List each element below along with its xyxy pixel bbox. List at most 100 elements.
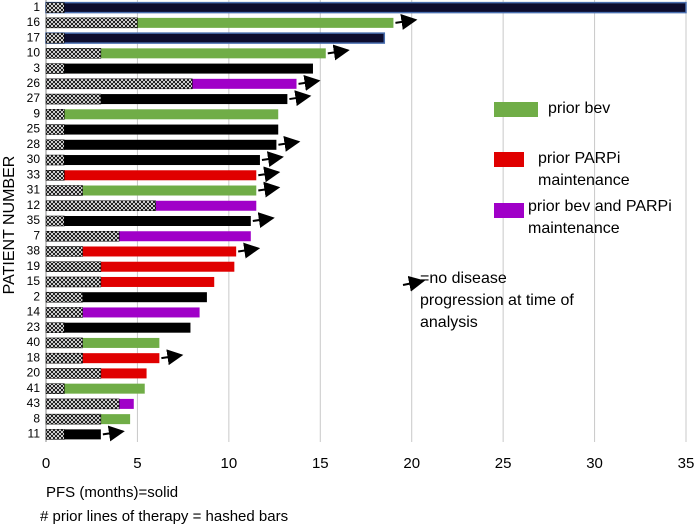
prior-lines-bar (45, 124, 65, 135)
y-tick-label: 9 (33, 106, 40, 120)
y-tick-label: 15 (27, 274, 41, 288)
y-tick-label: 33 (27, 167, 41, 181)
x-tick-label: 35 (678, 455, 695, 472)
pfs-bar (46, 383, 145, 394)
prior-lines-bar (45, 200, 156, 212)
y-tick-label: 2 (33, 289, 40, 303)
y-tick-label: 23 (27, 320, 41, 334)
x-tick-label: 10 (221, 455, 238, 472)
y-tick-label: 20 (27, 366, 41, 380)
ongoing-arrow (258, 181, 281, 198)
ongoing-arrow (252, 212, 275, 228)
ongoing-arrow (238, 242, 261, 259)
pfs-bar (46, 292, 207, 303)
pfs-bar (46, 353, 160, 364)
x-tick-label: 30 (586, 455, 603, 472)
pfs-bar (46, 337, 160, 348)
pfs-bar (46, 246, 237, 257)
y-tick-label: 26 (27, 76, 41, 90)
legend-label: prior bev (548, 100, 611, 117)
ongoing-arrow (258, 166, 281, 183)
prior-lines-bar (45, 352, 83, 364)
prior-lines-bar (45, 2, 65, 13)
pfs-bar (46, 139, 277, 150)
prior-lines-bar (45, 413, 102, 425)
y-tick-label: 14 (27, 305, 41, 319)
y-tick-label: 27 (27, 91, 41, 105)
y-tick-label: 7 (33, 228, 40, 242)
ongoing-arrow (261, 151, 284, 168)
y-tick-label: 41 (27, 381, 41, 395)
pfs-bar (46, 322, 191, 333)
y-tick-label: 3 (33, 61, 40, 75)
note: # prior lines of therapy = hashed bars (40, 508, 288, 525)
prior-lines-bar (45, 170, 65, 181)
pfs-bar (45, 1, 687, 14)
y-tick-label: 12 (27, 198, 41, 212)
prior-lines-bar (45, 291, 83, 303)
prior-lines-bar (45, 17, 138, 29)
y-axis-label: PATIENT NUMBER (1, 156, 18, 295)
x-tick-label: 0 (42, 455, 50, 472)
x-tick-label: 20 (403, 455, 420, 472)
prior-lines-bar (45, 307, 83, 318)
prior-lines-bar (45, 383, 65, 394)
ongoing-arrow (327, 44, 350, 61)
pfs-bar (46, 94, 288, 105)
y-tick-label: 28 (27, 137, 41, 151)
prior-lines-bar (45, 109, 65, 120)
prior-lines-bar (45, 230, 120, 242)
prior-lines-bar (45, 398, 120, 410)
pfs-bar (46, 17, 394, 28)
prior-lines-bar (45, 429, 65, 440)
prior-lines-bar (45, 63, 65, 74)
legend-swatch (494, 203, 524, 218)
y-tick-label: 8 (33, 411, 40, 425)
x-tick-label: 25 (495, 455, 512, 472)
pfs-bar (45, 32, 386, 44)
y-tick-label: 38 (27, 244, 41, 258)
ongoing-arrow (289, 90, 312, 107)
y-tick-label: 11 (28, 427, 41, 441)
x-tick-label: 5 (133, 455, 141, 472)
legend-label: prior bev and PARPi maintenance (528, 198, 672, 237)
y-tick-label: 18 (27, 350, 41, 364)
ongoing-arrow (161, 349, 184, 366)
pfs-bar (46, 124, 279, 135)
ongoing-arrow (298, 74, 321, 91)
prior-lines-bar (45, 78, 193, 90)
y-tick-label: 43 (27, 396, 41, 410)
ongoing-arrow (102, 425, 125, 442)
pfs-bar (46, 429, 101, 440)
pfs-bar (46, 261, 235, 272)
y-tick-label: 31 (27, 183, 41, 197)
prior-lines-bar (45, 32, 65, 44)
y-tick-label: 16 (27, 15, 41, 29)
prior-lines-bar (45, 322, 65, 333)
ongoing-arrow (278, 135, 301, 152)
prior-lines-bar (45, 337, 83, 349)
pfs-bar (46, 63, 313, 74)
pfs-bar (46, 307, 200, 318)
y-tick-label: 30 (27, 152, 41, 166)
legend-label: prior PARPi maintenance (538, 150, 630, 189)
y-tick-label: 40 (27, 335, 41, 349)
ongoing-arrow (395, 14, 418, 30)
prior-lines-bar (45, 154, 65, 166)
pfs-bar (46, 109, 279, 120)
legend-arrow (402, 275, 425, 292)
x-tick-label: 15 (312, 455, 329, 472)
prior-lines-bar (45, 368, 102, 379)
pfs-bar (46, 185, 257, 196)
pfs-bar (46, 170, 257, 181)
y-tick-label: 10 (27, 46, 41, 60)
pfs-bar (46, 231, 251, 242)
prior-lines-bar (45, 276, 102, 288)
y-tick-label: 35 (27, 213, 41, 227)
prior-lines-bar (45, 185, 83, 196)
prior-lines-bar (45, 246, 83, 257)
prior-lines-bar (45, 93, 102, 105)
legend-swatch (494, 102, 538, 117)
prior-lines-bar (45, 215, 65, 227)
